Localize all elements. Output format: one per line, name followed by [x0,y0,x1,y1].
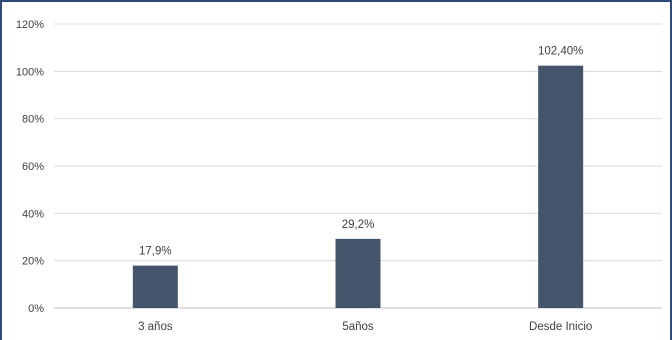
y-tick-label: 100% [16,66,44,78]
bar [538,65,584,308]
x-category-label: 3 años [138,321,173,333]
bar-value-label: 102,40% [538,46,583,58]
y-tick-label: 120% [16,19,44,31]
x-category-label: Desde Inicio [529,321,592,333]
y-tick-label: 60% [22,161,44,173]
bar-value-label: 29,2% [342,219,375,231]
y-tick-label: 0% [28,303,44,315]
y-axis-ticks: 0% 20% 40% 60% 80% 100% 120% [16,19,44,315]
x-axis-categories: 3 años 5años Desde Inicio [138,321,592,333]
x-category-label: 5años [342,321,374,333]
y-tick-label: 20% [22,256,44,268]
bars [132,65,584,308]
bar [335,238,381,308]
gridlines [54,23,662,309]
bar-value-label: 17,9% [139,246,172,258]
data-labels: 17,9% 29,2% 102,40% [139,46,583,258]
bar [132,265,178,308]
y-tick-label: 80% [22,114,44,126]
y-tick-label: 40% [22,208,44,220]
